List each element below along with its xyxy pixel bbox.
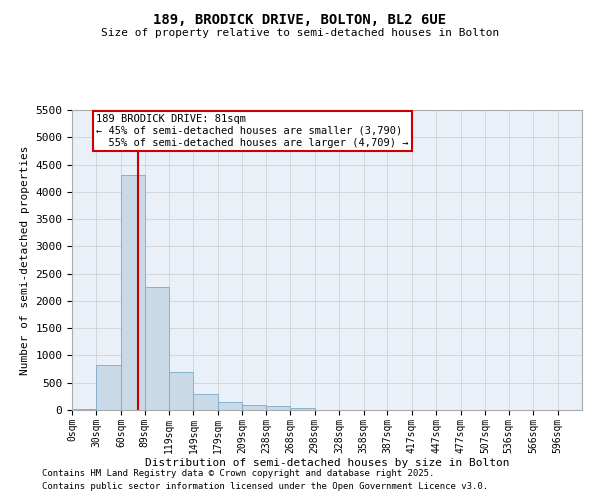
Y-axis label: Number of semi-detached properties: Number of semi-detached properties bbox=[20, 145, 30, 375]
Text: Size of property relative to semi-detached houses in Bolton: Size of property relative to semi-detach… bbox=[101, 28, 499, 38]
Bar bbox=[266, 406, 290, 410]
Text: Contains HM Land Registry data © Crown copyright and database right 2025.: Contains HM Land Registry data © Crown c… bbox=[42, 468, 434, 477]
Text: Contains public sector information licensed under the Open Government Licence v3: Contains public sector information licen… bbox=[42, 482, 488, 491]
Bar bbox=[121, 176, 145, 410]
Bar bbox=[193, 394, 218, 410]
Text: 189, BRODICK DRIVE, BOLTON, BL2 6UE: 189, BRODICK DRIVE, BOLTON, BL2 6UE bbox=[154, 12, 446, 26]
Bar bbox=[97, 366, 121, 410]
Bar bbox=[218, 402, 242, 410]
Text: 189 BRODICK DRIVE: 81sqm
← 45% of semi-detached houses are smaller (3,790)
  55%: 189 BRODICK DRIVE: 81sqm ← 45% of semi-d… bbox=[97, 114, 409, 148]
Bar bbox=[169, 372, 193, 410]
X-axis label: Distribution of semi-detached houses by size in Bolton: Distribution of semi-detached houses by … bbox=[145, 458, 509, 468]
Bar bbox=[242, 404, 266, 410]
Bar bbox=[145, 288, 169, 410]
Bar bbox=[290, 408, 315, 410]
